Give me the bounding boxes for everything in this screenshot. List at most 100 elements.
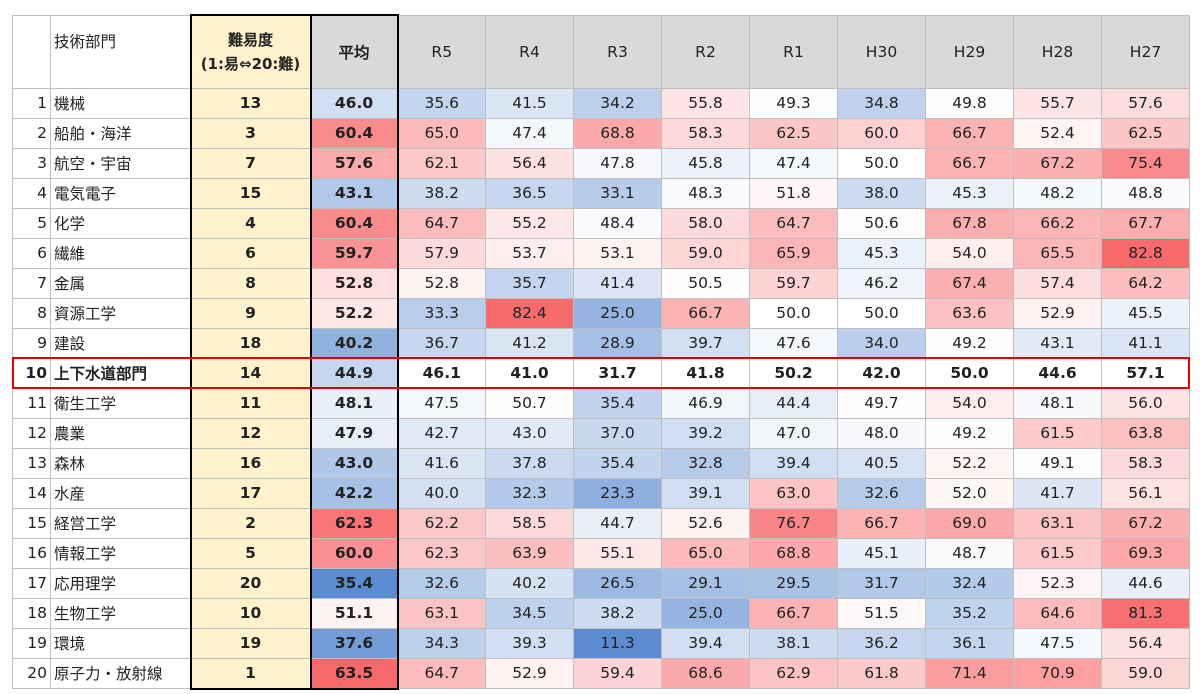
dept-name: 機械 <box>50 87 191 119</box>
year-rate-cell: 67.8 <box>925 207 1014 239</box>
average-rate: 60.4 <box>309 207 399 239</box>
average-rate: 44.9 <box>309 357 399 389</box>
average-rate: 60.0 <box>309 537 399 569</box>
year-rate-cell: 39.7 <box>661 327 750 359</box>
year-rate-cell: 49.2 <box>925 327 1014 359</box>
year-rate-cell: 63.9 <box>485 537 574 569</box>
header-year: R2 <box>661 14 750 89</box>
header-number-cell <box>12 14 51 89</box>
year-rate-cell: 34.5 <box>485 597 574 629</box>
year-rate-cell: 41.1 <box>1101 327 1190 359</box>
year-rate-cell: 65.9 <box>749 237 838 269</box>
difficulty-rank: 10 <box>189 597 312 629</box>
year-rate-cell: 59.7 <box>749 267 838 299</box>
year-rate-cell: 41.4 <box>573 267 662 299</box>
year-rate-cell: 64.7 <box>397 207 486 239</box>
year-rate-cell: 66.7 <box>837 507 926 539</box>
table-row: 5 化学 4 60.4 64.7 55.2 48.4 58.0 64.7 50.6 67.8 66.2… <box>12 207 1190 239</box>
year-rate-cell: 52.3 <box>1013 567 1102 599</box>
row-number: 4 <box>12 177 51 209</box>
year-rate-cell: 39.3 <box>485 627 574 659</box>
row-number: 12 <box>12 417 51 449</box>
year-rate-cell: 58.3 <box>1101 447 1190 479</box>
year-rate-cell: 28.9 <box>573 327 662 359</box>
year-rate-cell: 37.0 <box>573 417 662 449</box>
table-row: 6 繊維 6 59.7 57.9 53.7 53.1 59.0 65.9 45.3 54.0 65.5… <box>12 237 1190 269</box>
table-row: 1 機械 13 46.0 35.6 41.5 34.2 55.8 49.3 34.8 49.8 55.… <box>12 87 1190 119</box>
year-rate-cell: 53.7 <box>485 237 574 269</box>
year-rate-cell: 39.4 <box>749 447 838 479</box>
average-rate: 57.6 <box>309 147 399 179</box>
average-rate: 43.0 <box>309 447 399 479</box>
year-rate-cell: 76.7 <box>749 507 838 539</box>
year-rate-cell: 46.2 <box>837 267 926 299</box>
row-number: 19 <box>12 627 51 659</box>
year-rate-cell: 54.0 <box>925 387 1014 419</box>
year-rate-cell: 45.5 <box>1101 297 1190 329</box>
year-rate-cell: 66.2 <box>1013 207 1102 239</box>
year-rate-cell: 48.7 <box>925 537 1014 569</box>
year-rate-cell: 29.5 <box>749 567 838 599</box>
row-number: 14 <box>12 477 51 509</box>
year-rate-cell: 45.3 <box>837 237 926 269</box>
difficulty-rank: 13 <box>189 87 312 119</box>
year-rate-cell: 47.5 <box>1013 627 1102 659</box>
average-rate: 35.4 <box>309 567 399 599</box>
year-rate-cell: 47.8 <box>573 147 662 179</box>
difficulty-rank: 3 <box>189 117 312 149</box>
dept-name: 航空・宇宙 <box>50 147 191 179</box>
year-rate-cell: 47.0 <box>749 417 838 449</box>
header-year: R4 <box>485 14 574 89</box>
year-rate-cell: 62.2 <box>397 507 486 539</box>
year-rate-cell: 32.6 <box>837 477 926 509</box>
pass-rate-table: 技術部門 難易度 (1:易⇔20:難) 平均 R5 R4 R3 R2 R1 H3… <box>12 14 1190 690</box>
year-rate-cell: 48.3 <box>661 177 750 209</box>
difficulty-rank: 4 <box>189 207 312 239</box>
year-rate-cell: 69.0 <box>925 507 1014 539</box>
row-number: 13 <box>12 447 51 479</box>
year-rate-cell: 65.0 <box>661 537 750 569</box>
average-rate: 62.3 <box>309 507 399 539</box>
year-rate-cell: 50.0 <box>837 297 926 329</box>
dept-name: 森林 <box>50 447 191 479</box>
year-rate-cell: 82.8 <box>1101 237 1190 269</box>
year-rate-cell: 35.2 <box>925 597 1014 629</box>
year-rate-cell: 54.0 <box>925 237 1014 269</box>
year-rate-cell: 62.9 <box>749 657 838 689</box>
row-number: 17 <box>12 567 51 599</box>
dept-name: 農業 <box>50 417 191 449</box>
year-rate-cell: 33.3 <box>397 297 486 329</box>
year-rate-cell: 11.3 <box>573 627 662 659</box>
table-row: 4 電気電子 15 43.1 38.2 36.5 33.1 48.3 51.8 38.0 45.3 4… <box>12 177 1190 209</box>
year-rate-cell: 68.8 <box>749 537 838 569</box>
row-number: 10 <box>12 357 51 389</box>
year-rate-cell: 59.4 <box>573 657 662 689</box>
year-rate-cell: 44.7 <box>573 507 662 539</box>
average-rate: 63.5 <box>309 657 399 690</box>
year-rate-cell: 64.7 <box>397 657 486 689</box>
year-rate-cell: 51.5 <box>837 597 926 629</box>
year-rate-cell: 36.1 <box>925 627 1014 659</box>
year-rate-cell: 68.8 <box>573 117 662 149</box>
row-number: 9 <box>12 327 51 359</box>
year-rate-cell: 57.6 <box>1101 87 1190 119</box>
year-rate-cell: 58.3 <box>661 117 750 149</box>
year-rate-cell: 41.5 <box>485 87 574 119</box>
year-rate-cell: 63.8 <box>1101 417 1190 449</box>
difficulty-rank: 20 <box>189 567 312 599</box>
year-rate-cell: 49.1 <box>1013 447 1102 479</box>
year-rate-cell: 55.1 <box>573 537 662 569</box>
year-rate-cell: 67.2 <box>1101 507 1190 539</box>
difficulty-rank: 8 <box>189 267 312 299</box>
year-rate-cell: 66.7 <box>749 597 838 629</box>
year-rate-cell: 49.8 <box>925 87 1014 119</box>
year-rate-cell: 50.2 <box>749 357 838 389</box>
year-rate-cell: 38.2 <box>573 597 662 629</box>
difficulty-rank: 11 <box>189 387 312 419</box>
dept-name: 建設 <box>50 327 191 359</box>
row-number: 1 <box>12 87 51 119</box>
year-rate-cell: 48.1 <box>1013 387 1102 419</box>
row-number: 11 <box>12 387 51 419</box>
year-rate-cell: 38.1 <box>749 627 838 659</box>
dept-name: 応用理学 <box>50 567 191 599</box>
